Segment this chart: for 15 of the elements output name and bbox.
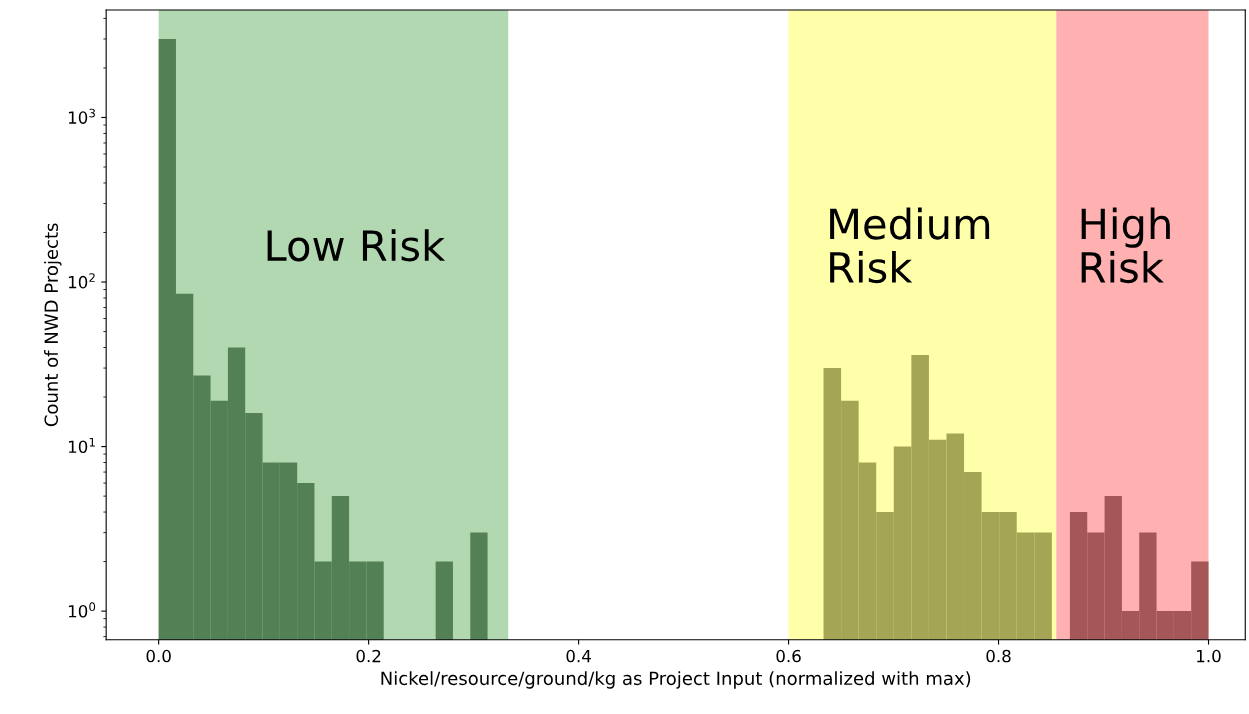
x-tick-label: 0.4 [566,649,591,663]
y-axis-title: Count of NWD Projects [44,223,62,427]
x-axis-title: Nickel/resource/ground/kg as Project Input (normalized with max) [381,671,971,689]
y-tick-label: 10$^{1}$ [68,437,95,454]
x-tick-label: 0.8 [986,649,1011,663]
x-tick-label: 0.0 [146,649,171,663]
annotation: Low Risk [267,229,446,262]
y-tick-label: 10$^{2}$ [68,273,95,289]
annotation: Medium Risk [830,207,990,284]
annotation: High Risk [1081,207,1170,284]
y-tick-label: 10$^{0}$ [68,602,96,618]
x-tick-label: 1.0 [1197,649,1221,663]
y-tick-label: 10$^{3}$ [68,108,95,124]
x-tick-label: 0.6 [776,649,801,663]
x-tick-label: 0.2 [356,649,381,663]
